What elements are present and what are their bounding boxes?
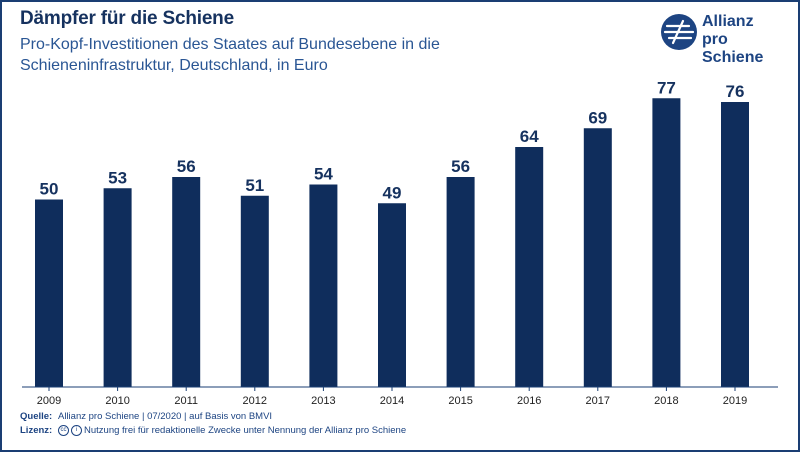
bar-2012 bbox=[240, 195, 269, 387]
logo-emblem-icon bbox=[661, 14, 697, 50]
source-line: Quelle: Allianz pro Schiene | 07/2020 | a… bbox=[20, 411, 272, 422]
bar-2014 bbox=[378, 203, 406, 387]
bar-2015 bbox=[446, 177, 475, 387]
tick-label-2017: 2017 bbox=[586, 395, 610, 407]
license-label: Lizenz: bbox=[20, 425, 53, 437]
bar-2009 bbox=[35, 199, 63, 387]
tick-label-2009: 2009 bbox=[37, 395, 61, 407]
bar-2018 bbox=[652, 98, 681, 387]
chart-subtitle: Pro-Kopf-Investitionen des Staates auf B… bbox=[20, 36, 440, 74]
logo-line-1: Allianz bbox=[702, 13, 754, 30]
data-label-2012: 51 bbox=[245, 176, 264, 195]
bar-2010 bbox=[103, 188, 132, 387]
data-label-2009: 50 bbox=[40, 180, 59, 199]
source-label: Quelle: bbox=[20, 411, 53, 422]
chart-title: Dämpfer für die Schiene bbox=[20, 8, 234, 29]
data-label-2015: 56 bbox=[451, 157, 470, 176]
creative-commons-icon: cc bbox=[58, 425, 69, 436]
data-label-2013: 54 bbox=[314, 165, 333, 184]
tick-label-2012: 2012 bbox=[243, 395, 267, 407]
tick-label-2019: 2019 bbox=[723, 395, 747, 407]
logo-text: Allianz pro Schiene bbox=[702, 13, 790, 67]
data-label-2014: 49 bbox=[383, 183, 402, 202]
tick-label-2018: 2018 bbox=[654, 395, 678, 407]
tick-label-2016: 2016 bbox=[517, 395, 541, 407]
tick-label-2010: 2010 bbox=[105, 395, 129, 407]
attribution-icon: i bbox=[71, 425, 82, 436]
source-text: Allianz pro Schiene | 07/2020 | auf Basi… bbox=[58, 411, 273, 422]
data-label-2018: 77 bbox=[657, 78, 676, 97]
bar-2016 bbox=[515, 147, 544, 387]
data-label-2017: 69 bbox=[588, 108, 607, 127]
license-text: Nutzung frei für redaktionelle Zwecke un… bbox=[84, 425, 407, 437]
bar-2017 bbox=[583, 128, 612, 387]
data-label-2011: 56 bbox=[177, 157, 196, 176]
logo-line-2: pro Schiene bbox=[702, 31, 764, 66]
tick-label-2013: 2013 bbox=[311, 395, 335, 407]
license-line: Lizenz: cc i Nutzung frei für redaktionelle… bbox=[20, 425, 406, 436]
tick-label-2014: 2014 bbox=[380, 395, 404, 407]
bar-2011 bbox=[172, 177, 201, 387]
bar-2013 bbox=[309, 184, 338, 387]
tick-label-2011: 2011 bbox=[174, 395, 198, 407]
bar-2019 bbox=[721, 102, 749, 387]
data-label-2019: 76 bbox=[726, 82, 745, 101]
data-label-2016: 64 bbox=[520, 127, 539, 146]
allianz-pro-schiene-logo: Allianz pro Schiene bbox=[660, 13, 790, 66]
data-label-2010: 53 bbox=[108, 168, 127, 187]
tick-label-2015: 2015 bbox=[448, 395, 472, 407]
